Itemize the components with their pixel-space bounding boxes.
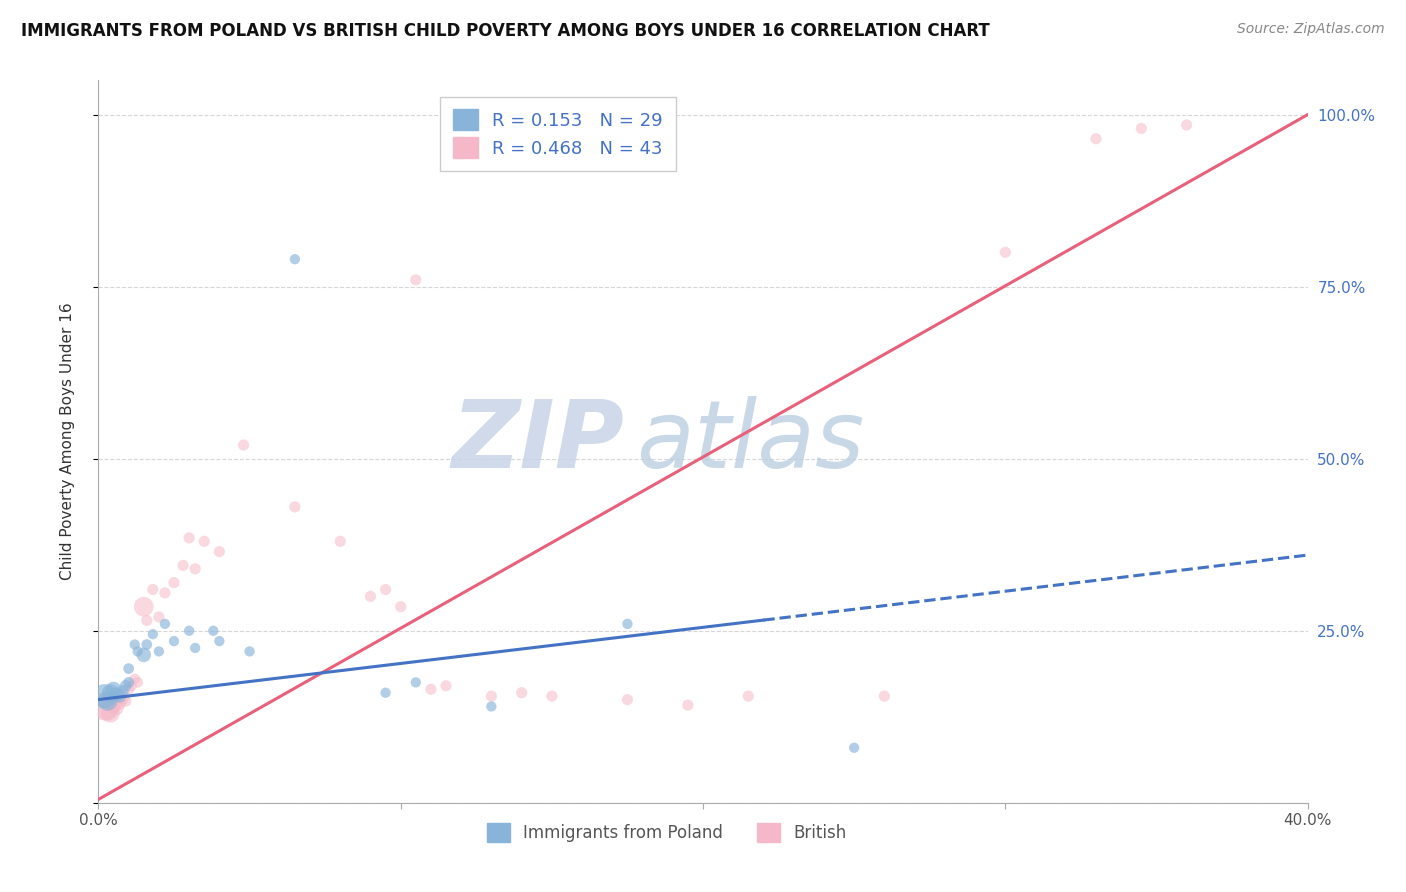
Point (118, 662, 141, 676)
Point (153, 586, 176, 600)
Point (135, 638, 157, 652)
Text: IMMIGRANTS FROM POLAND VS BRITISH CHILD POVERTY AMONG BOYS UNDER 16 CORRELATION : IMMIGRANTS FROM POLAND VS BRITISH CHILD … (21, 22, 990, 40)
Point (540, 689, 562, 703)
Point (1175, 118, 1198, 132)
Point (420, 682, 443, 697)
Point (184, 562, 207, 576)
Point (111, 684, 134, 698)
Point (105, 701, 128, 715)
Point (127, 644, 149, 658)
Point (103, 682, 125, 697)
Point (96, 703, 118, 717)
Point (434, 679, 457, 693)
Point (108, 689, 131, 703)
Point (179, 624, 201, 638)
Point (96, 694, 118, 708)
Point (873, 689, 896, 703)
Point (208, 634, 231, 648)
Point (844, 740, 866, 755)
Point (193, 534, 215, 549)
Point (132, 599, 155, 614)
Point (127, 675, 149, 690)
Point (676, 698, 699, 712)
Point (284, 252, 307, 267)
Point (329, 534, 352, 549)
Point (153, 616, 176, 631)
Point (616, 692, 638, 706)
Point (121, 679, 143, 693)
Point (374, 582, 396, 597)
Point (135, 614, 157, 628)
Point (142, 582, 165, 597)
Point (405, 273, 427, 287)
Point (208, 544, 231, 558)
Point (481, 689, 503, 703)
Point (1130, 121, 1153, 136)
Point (284, 500, 307, 514)
Point (737, 689, 759, 703)
Point (405, 675, 427, 690)
Text: Source: ZipAtlas.com: Source: ZipAtlas.com (1237, 22, 1385, 37)
Point (93, 689, 115, 703)
Point (481, 699, 503, 714)
Point (616, 616, 638, 631)
Point (148, 610, 170, 624)
Legend: Immigrants from Poland, British: Immigrants from Poland, British (481, 816, 853, 848)
Point (184, 640, 207, 655)
Point (108, 696, 131, 710)
Point (93, 699, 115, 714)
Point (389, 599, 412, 614)
Point (232, 438, 254, 452)
Point (105, 687, 128, 701)
Point (374, 686, 396, 700)
Point (163, 575, 186, 590)
Point (111, 691, 134, 706)
Point (163, 634, 186, 648)
Point (100, 686, 122, 700)
Point (124, 638, 146, 652)
Point (179, 531, 201, 545)
Point (510, 686, 533, 700)
Point (1085, 132, 1108, 146)
Point (114, 694, 136, 708)
Point (202, 624, 225, 638)
Point (148, 644, 170, 658)
Point (142, 627, 165, 641)
Point (118, 682, 141, 697)
Point (172, 558, 194, 573)
Point (118, 675, 141, 690)
Point (994, 245, 1017, 260)
Point (239, 644, 262, 658)
Text: atlas: atlas (637, 396, 865, 487)
Point (103, 698, 125, 712)
Y-axis label: Child Poverty Among Boys Under 16: Child Poverty Among Boys Under 16 (60, 302, 75, 581)
Text: ZIP: ZIP (451, 395, 624, 488)
Point (114, 679, 136, 693)
Point (132, 648, 155, 662)
Point (124, 672, 146, 686)
Point (360, 590, 382, 604)
Point (100, 706, 122, 721)
